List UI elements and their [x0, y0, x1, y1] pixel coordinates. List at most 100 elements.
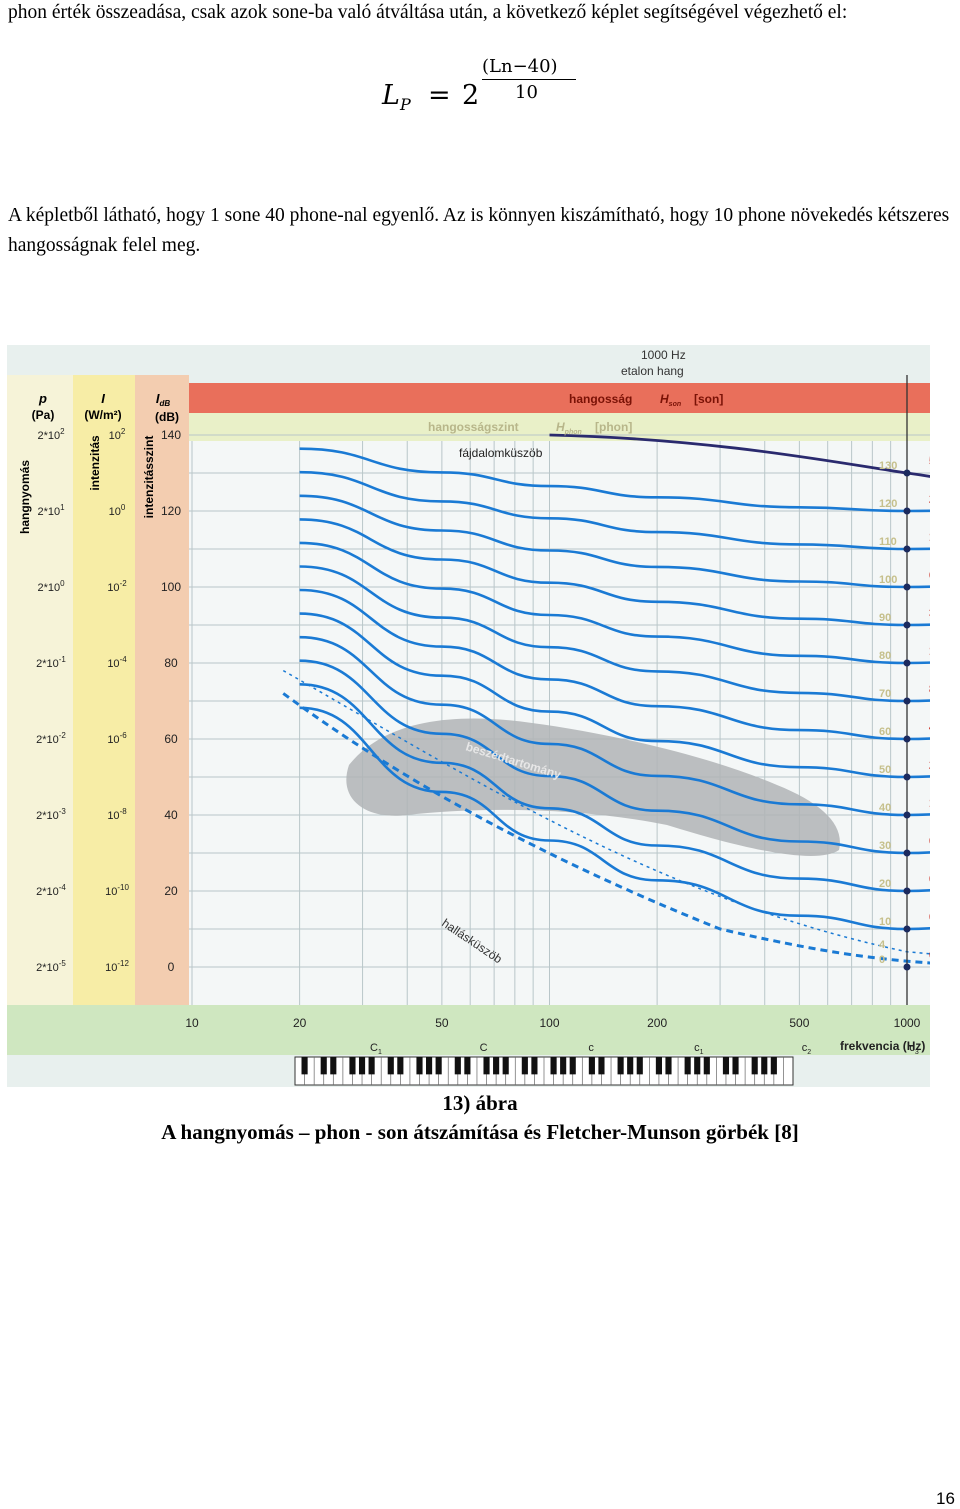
black-key	[483, 1057, 490, 1075]
band-intensity	[73, 375, 135, 1005]
db-tick-label: 40	[164, 808, 178, 822]
vert-label-i: intenzitás	[88, 435, 102, 491]
p-tick-label: 2*100	[37, 579, 65, 594]
loudness-curve	[299, 706, 960, 931]
col-idb-title: IdB	[156, 391, 171, 408]
phon-label: 100	[879, 574, 897, 586]
phon-label: 120	[879, 498, 897, 510]
formula-lhs: LP	[382, 80, 411, 114]
i-tick-label: 100	[109, 503, 126, 518]
note-name: c	[588, 1042, 594, 1054]
header-ref: etalon hang	[621, 364, 684, 378]
black-key	[684, 1057, 691, 1075]
black-key	[330, 1057, 337, 1075]
loudness-curve	[299, 470, 960, 551]
phon-label: 80	[879, 650, 891, 662]
reference-dot	[903, 811, 911, 819]
black-key	[751, 1057, 758, 1075]
phon-label: 70	[879, 688, 891, 700]
son-label: 0,001	[929, 948, 930, 962]
i-tick-label: 10-10	[105, 883, 129, 898]
p-tick-label: 2*10-3	[36, 807, 66, 822]
phon-label: 20	[879, 878, 891, 890]
szint-symbol: Hphon	[556, 420, 582, 436]
p-tick-label: 2*101	[37, 503, 65, 518]
reference-dot	[903, 697, 911, 705]
note-name: C	[480, 1042, 488, 1054]
band-intensity-level	[135, 375, 189, 1005]
p-tick-label: 2*10-5	[36, 959, 66, 974]
band-frequency	[7, 1005, 930, 1055]
black-key	[502, 1057, 509, 1075]
black-key	[531, 1057, 538, 1075]
i-tick-label: 10-12	[105, 959, 129, 974]
black-key	[320, 1057, 327, 1075]
son-label: 1	[929, 796, 930, 810]
db-tick-label: 80	[164, 656, 178, 670]
reference-dot	[903, 925, 911, 933]
note-name: c1	[694, 1042, 704, 1056]
p-tick-label: 2*10-2	[36, 731, 66, 746]
frequency-tick-label: 50	[435, 1016, 449, 1030]
phon-label: 40	[879, 802, 891, 814]
loudness-curve	[299, 447, 960, 513]
col-idb-unit: (dB)	[155, 410, 179, 424]
formula-base: 2	[462, 80, 480, 111]
phon-label: 4	[879, 939, 886, 951]
frequency-ticks: 1020501002005001000200050001000020000	[185, 1016, 920, 1030]
caption-number: 13) ábra	[442, 1091, 518, 1115]
szint-unit: [phon]	[595, 420, 632, 434]
black-key	[493, 1057, 500, 1075]
frequency-tick-label: 10	[185, 1016, 199, 1030]
fletcher-munson-figure: 1000 Hz etalon hang p (Pa) I (W/m²) IdB …	[7, 345, 960, 1087]
col-p-unit: (Pa)	[32, 408, 55, 422]
band-loudness	[189, 383, 930, 413]
son-label: 4	[929, 720, 930, 734]
son-label: 512	[929, 454, 930, 468]
p-tick-label: 2*10-1	[36, 655, 66, 670]
reference-dot	[903, 963, 911, 971]
black-key	[694, 1057, 701, 1075]
black-key	[636, 1057, 643, 1075]
black-key	[770, 1057, 777, 1075]
frequency-tick-label: 20	[293, 1016, 307, 1030]
reference-dot	[903, 773, 911, 781]
reference-dot	[903, 469, 911, 477]
db-tick-label: 140	[161, 428, 181, 442]
son-label: 0,025	[929, 910, 930, 924]
son-label: 64	[929, 568, 930, 582]
loudness-curve	[299, 612, 960, 779]
vert-label-idb: intenzitásszint	[142, 436, 156, 519]
db-tick-label: 60	[164, 732, 178, 746]
note-name: c2	[802, 1042, 812, 1056]
caption-title: A hangnyomás – phon - son átszámítása és…	[161, 1120, 799, 1144]
black-key	[703, 1057, 710, 1075]
phon-label: 130	[879, 460, 897, 472]
phon-label: 30	[879, 840, 891, 852]
szint-label: hangosságszint	[428, 420, 519, 434]
black-key	[464, 1057, 471, 1075]
header-freq: 1000 Hz	[641, 348, 686, 362]
loudness-curve	[299, 659, 960, 855]
black-key	[301, 1057, 308, 1075]
vert-label-p: hangnyomás	[18, 460, 32, 534]
black-key	[416, 1057, 423, 1075]
db-tick-label: 100	[161, 580, 181, 594]
phon-label: 110	[879, 536, 897, 548]
note-name: C1	[370, 1042, 382, 1056]
pain-threshold-label: fájdalomküszöb	[459, 446, 543, 460]
piano-keyboard	[294, 1056, 794, 1086]
black-key	[387, 1057, 394, 1075]
paragraph-explanation: A képletből látható, hogy 1 sone 40 phon…	[8, 205, 950, 256]
black-key	[665, 1057, 672, 1075]
son-label: 128	[929, 530, 930, 544]
plot-area	[189, 441, 930, 1005]
reference-dot	[903, 887, 911, 895]
black-key	[761, 1057, 768, 1075]
reference-dot	[903, 735, 911, 743]
black-key	[588, 1057, 595, 1075]
formula-exponent-denominator: 10	[515, 82, 538, 103]
loudness-curve	[299, 541, 960, 665]
i-tick-label: 10-8	[107, 807, 127, 822]
